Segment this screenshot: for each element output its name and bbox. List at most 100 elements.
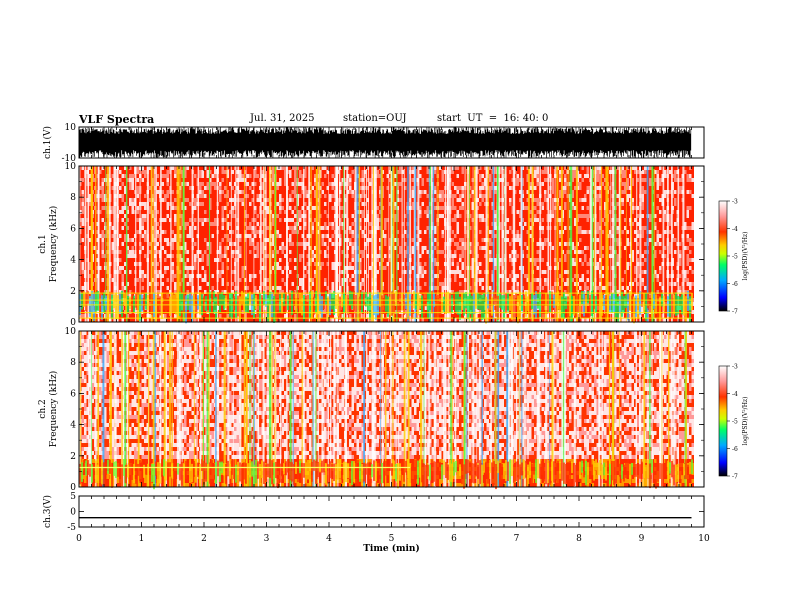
spectrogram-cell xyxy=(194,242,197,246)
spectrogram-cell xyxy=(249,262,252,266)
spectrogram-cell xyxy=(332,238,335,242)
spectrogram-cell xyxy=(257,234,260,238)
spectrogram-cell xyxy=(222,250,225,254)
spectrogram-cell xyxy=(292,190,295,194)
spectrogram-cell xyxy=(292,250,295,254)
spectrogram-cell xyxy=(289,210,292,214)
spectrogram-cell xyxy=(239,194,242,198)
spectrogram-cell xyxy=(194,166,197,170)
spectrogram-cell xyxy=(199,234,202,238)
spectrogram-cell xyxy=(194,226,197,230)
spectrogram-cell xyxy=(232,226,235,230)
spectrogram-cell xyxy=(242,222,245,226)
spectrogram-cell xyxy=(167,182,170,186)
spectrogram-cell xyxy=(299,218,302,222)
spectrogram-cell xyxy=(189,178,192,182)
spectrogram-cell xyxy=(377,238,380,242)
spectrogram-cell xyxy=(187,222,190,226)
spectrogram-cell xyxy=(174,242,177,246)
spectrogram-cell xyxy=(247,206,250,210)
spectrogram-cell xyxy=(299,206,302,210)
spectrogram-cell xyxy=(214,194,217,198)
spectrogram-cell xyxy=(292,274,295,278)
spectrogram-cell xyxy=(204,186,207,190)
spectrogram-cell xyxy=(254,170,257,174)
spectrogram-cell xyxy=(289,186,292,190)
spectrogram-cell xyxy=(187,210,190,214)
spectrogram-cell xyxy=(289,194,292,198)
spectrogram-cell xyxy=(122,282,125,286)
spectrogram-cell xyxy=(254,186,257,190)
spectrogram-cell xyxy=(224,238,227,242)
spectrogram-cell xyxy=(82,210,85,214)
spectrogram-cell xyxy=(324,274,327,278)
spectrogram-cell xyxy=(187,246,190,250)
spectrogram-cell xyxy=(167,286,170,290)
spectrogram-cell xyxy=(324,262,327,266)
spectrogram-cell xyxy=(214,202,217,206)
spectrogram-cell xyxy=(349,198,352,202)
spectrogram-cell xyxy=(119,278,122,282)
spectrogram-cell xyxy=(377,214,380,218)
spectrogram-cell xyxy=(369,194,372,198)
spectrogram-cell xyxy=(247,218,250,222)
spectrogram-cell xyxy=(239,262,242,266)
spectrogram-cell xyxy=(137,250,140,254)
spectrogram-cell xyxy=(239,274,242,278)
spectrogram-cell xyxy=(277,182,280,186)
spectrogram-cell xyxy=(219,238,222,242)
spectrogram-cell xyxy=(329,286,332,290)
spectrogram-cell xyxy=(199,282,202,286)
spectrogram-cell xyxy=(137,218,140,222)
spectrogram-cell xyxy=(352,182,355,186)
spectrogram-cell xyxy=(104,170,107,174)
spectrogram-cell xyxy=(249,190,252,194)
spectrogram-cell xyxy=(279,186,282,190)
spectrogram-cell xyxy=(142,242,145,246)
spectrogram-cell xyxy=(267,262,270,266)
spectrogram-cell xyxy=(174,246,177,250)
spectrogram-cell xyxy=(369,178,372,182)
spectrogram-cell xyxy=(254,278,257,282)
spectrogram-cell xyxy=(294,234,297,238)
spectrogram-cell xyxy=(324,190,327,194)
spectrogram-cell xyxy=(282,194,285,198)
spectrogram-cell xyxy=(162,202,165,206)
spectrogram-cell xyxy=(204,254,207,258)
spectrogram-cell xyxy=(82,282,85,286)
spectrogram-cell xyxy=(202,282,205,286)
spectrogram-cell xyxy=(164,262,167,266)
spectrogram-cell xyxy=(102,254,105,258)
spectrogram-cell xyxy=(329,258,332,262)
spectrogram-cell xyxy=(232,238,235,242)
spectrogram-cell xyxy=(207,210,210,214)
spectrogram-cell xyxy=(282,178,285,182)
spectrogram-cell xyxy=(247,198,250,202)
spectrogram-cell xyxy=(207,202,210,206)
spectrogram-cell xyxy=(352,206,355,210)
spectrogram-cell xyxy=(219,218,222,222)
spectrogram-cell xyxy=(232,190,235,194)
spectrogram-cell xyxy=(204,226,207,230)
spectrogram-cell xyxy=(294,254,297,258)
spectrogram-cell xyxy=(142,246,145,250)
spectrogram-cell xyxy=(304,274,307,278)
spectrogram-cell xyxy=(212,230,215,234)
spectrogram-cell xyxy=(162,234,165,238)
spectrogram-cell xyxy=(199,230,202,234)
spectrogram-cell xyxy=(189,202,192,206)
spectrogram-cell xyxy=(304,222,307,226)
spectrogram-cell xyxy=(187,278,190,282)
spectrogram-cell xyxy=(219,242,222,246)
spectrogram-cell xyxy=(224,274,227,278)
spectrogram-cell xyxy=(102,222,105,226)
spectrogram-cell xyxy=(384,250,387,254)
spectrogram-cell xyxy=(297,174,300,178)
spectrogram-cell xyxy=(294,278,297,282)
spectrogram-cell xyxy=(267,278,270,282)
spectrogram-cell xyxy=(82,278,85,282)
spectrogram-cell xyxy=(257,270,260,274)
spectrogram-cell xyxy=(277,270,280,274)
spectrogram-cell xyxy=(329,238,332,242)
spectrogram-cell xyxy=(352,198,355,202)
